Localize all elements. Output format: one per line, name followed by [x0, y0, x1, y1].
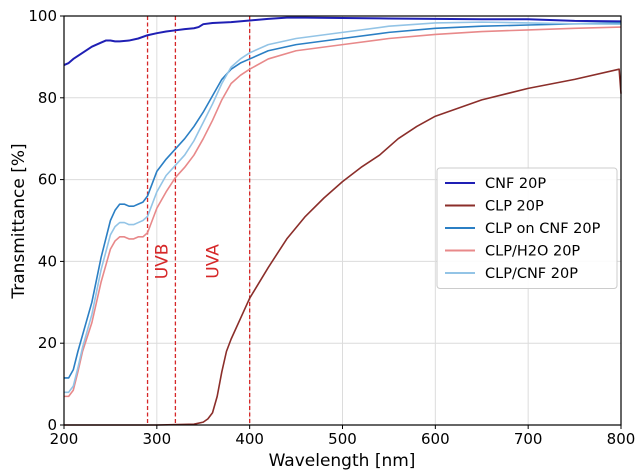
annotation-uvb: UVB [152, 244, 172, 280]
series-line-3 [64, 26, 622, 398]
legend-label: CLP/CNF 20P [485, 266, 578, 282]
axis-ticks: 200 300 400 500 600 700 800 0 20 40 60 80 100 [28, 7, 635, 448]
x-tick-label: 200 [50, 430, 79, 448]
x-tick-label: 600 [421, 430, 450, 448]
y-tick-label: 100 [28, 7, 57, 25]
legend-label: CLP on CNF 20P [485, 221, 601, 237]
legend-box [436, 167, 618, 289]
series-line-4 [64, 21, 622, 394]
y-tick-label: 0 [47, 416, 57, 434]
series-lines [63, 16, 622, 426]
y-tick-label: 40 [38, 252, 57, 270]
x-tick-label: 800 [607, 430, 636, 448]
legend-label: CLP 20P [485, 199, 544, 215]
series-line-0 [63, 16, 622, 66]
y-tick-label: 80 [38, 89, 57, 107]
x-axis-label: Wavelength [nm] [269, 451, 416, 470]
x-tick-label: 300 [143, 430, 172, 448]
x-tick-label: 700 [514, 430, 543, 448]
legend-label: CNF 20P [485, 176, 546, 192]
y-tick-label: 20 [38, 334, 57, 352]
legend: CNF 20P CLP 20P CLP on CNF 20P CLP/H2O 20P C… [436, 167, 618, 289]
reference-lines [146, 16, 251, 425]
y-tick-label: 60 [38, 171, 57, 189]
series-line-2 [64, 22, 622, 379]
annotation-uva: UVA [204, 244, 224, 279]
annotations: UVB UVA [152, 244, 223, 280]
y-axis-label: Transmittance [%] [9, 143, 29, 299]
x-tick-label: 400 [235, 430, 264, 448]
legend-label: CLP/H2O 20P [485, 244, 580, 260]
x-tick-label: 500 [328, 430, 357, 448]
series-line-1 [64, 68, 622, 426]
